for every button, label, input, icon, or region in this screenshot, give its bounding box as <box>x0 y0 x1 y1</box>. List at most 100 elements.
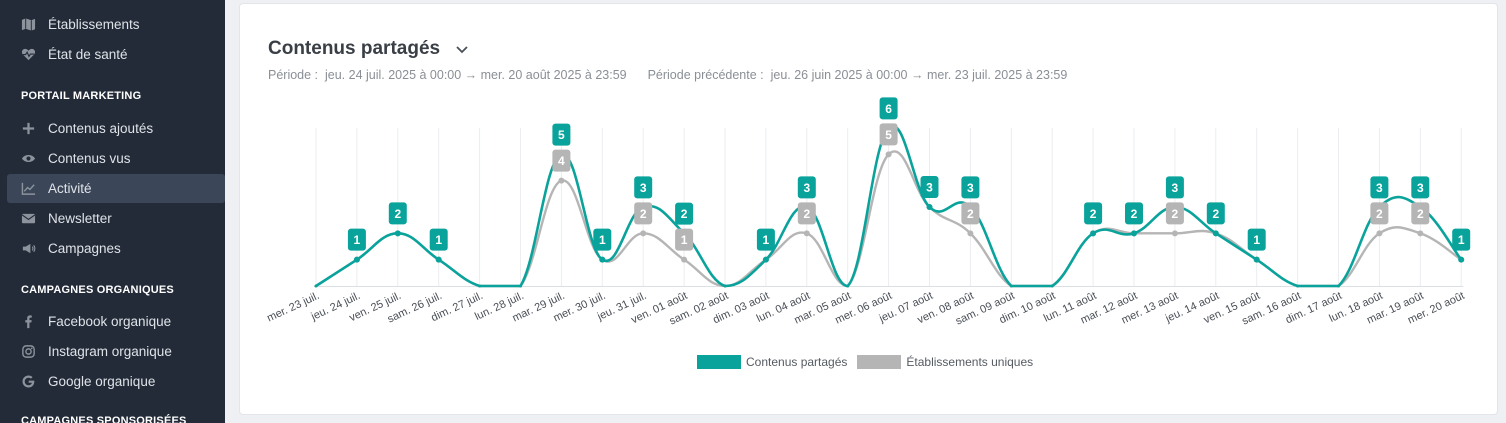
data-label-etablissements-uniques: 5 <box>885 128 892 142</box>
data-label-contenus-partages: 2 <box>1212 207 1219 221</box>
data-label-contenus-partages-box <box>1247 228 1266 251</box>
data-point <box>435 256 442 263</box>
chart-card: Contenus partagés Période : jeu. 24 juil… <box>239 3 1498 415</box>
sidebar-item-instagram-organique[interactable]: Instagram organique <box>7 337 225 366</box>
sidebar-item-etablissements[interactable]: Établissements <box>7 10 225 39</box>
data-point <box>1171 230 1178 237</box>
section-portail-marketing: PORTAIL MARKETING <box>21 90 142 102</box>
previous-period-label: Période précédente : <box>647 68 764 82</box>
data-label-contenus-partages-box <box>879 97 898 120</box>
plus-icon <box>20 121 36 137</box>
previous-period-value: jeu. 26 juin 2025 à 00:00 → mer. 23 juil… <box>770 68 1068 82</box>
data-point <box>926 204 933 210</box>
data-label-etablissements-uniques-box <box>675 228 694 251</box>
period-value: jeu. 24 juil. 2025 à 00:00 → mer. 20 aoû… <box>324 68 627 82</box>
facebook-icon <box>20 314 36 330</box>
data-point <box>599 256 606 263</box>
data-label-contenus-partages-box <box>1411 176 1430 199</box>
sidebar-item-label: Facebook organique <box>48 314 172 329</box>
map-icon <box>20 17 36 33</box>
data-label-contenus-partages: 1 <box>354 233 361 247</box>
data-point <box>1131 230 1137 237</box>
period-info: Période : jeu. 24 juil. 2025 à 00:00 → m… <box>268 68 1067 82</box>
legend-item-contenus-partages[interactable]: Contenus partagés <box>697 355 847 369</box>
data-point <box>558 177 565 184</box>
data-label-etablissements-uniques-box <box>552 149 571 172</box>
data-label-contenus-partages: 3 <box>926 181 933 195</box>
data-point <box>394 230 401 237</box>
legend-swatch <box>697 355 741 369</box>
sidebar-item-label: Instagram organique <box>48 344 172 359</box>
chart-legend: Contenus partagés Établissements uniques <box>697 355 1043 369</box>
data-point <box>1458 256 1465 263</box>
period-label: Période : <box>268 68 319 82</box>
main-content: Contenus partagés Période : jeu. 24 juil… <box>225 0 1506 423</box>
sidebar-item-label: Contenus ajoutés <box>48 121 154 136</box>
data-label-contenus-partages-box <box>347 228 366 251</box>
data-point <box>353 256 360 263</box>
sidebar-item-label: Campagnes <box>48 241 121 256</box>
data-label-etablissements-uniques: 2 <box>1417 207 1424 221</box>
sidebar-item-contenus-vus[interactable]: Contenus vus <box>7 144 225 173</box>
sidebar-item-label: État de santé <box>48 47 128 62</box>
card-header: Contenus partagés <box>268 38 470 60</box>
sidebar-item-contenus-ajoutes[interactable]: Contenus ajoutés <box>7 114 225 143</box>
data-point <box>967 230 974 237</box>
chevron-down-icon[interactable] <box>454 41 470 57</box>
data-label-etablissements-uniques-box <box>797 202 816 225</box>
data-label-contenus-partages-box <box>1165 176 1184 199</box>
data-label-contenus-partages: 1 <box>1458 233 1465 247</box>
data-label-contenus-partages: 3 <box>803 181 810 195</box>
data-label-contenus-partages-box <box>1206 202 1225 225</box>
sidebar-item-facebook-organique[interactable]: Facebook organique <box>7 307 225 336</box>
data-label-etablissements-uniques: 1 <box>681 233 688 247</box>
legend-label: Établissements uniques <box>906 355 1034 369</box>
data-point <box>1090 230 1097 237</box>
sidebar-item-etat-de-sante[interactable]: État de santé <box>7 40 225 69</box>
card-title: Contenus partagés <box>268 38 441 59</box>
data-label-contenus-partages-box <box>675 202 694 225</box>
data-label-contenus-partages: 1 <box>1253 233 1260 247</box>
data-label-contenus-partages-box <box>429 228 448 251</box>
data-point <box>640 230 647 237</box>
data-point <box>1009 284 1013 288</box>
data-label-etablissements-uniques-box <box>961 202 980 225</box>
data-point <box>519 284 522 288</box>
data-label-contenus-partages-box <box>634 176 653 199</box>
data-label-etablissements-uniques: 2 <box>640 207 647 221</box>
data-label-etablissements-uniques: 2 <box>1172 207 1179 221</box>
data-point <box>846 284 850 288</box>
data-label-contenus-partages-box <box>1084 202 1103 225</box>
data-point <box>762 256 769 263</box>
sidebar-item-campagnes[interactable]: Campagnes <box>7 234 225 263</box>
data-point <box>1212 230 1219 237</box>
data-point <box>1253 256 1260 263</box>
data-label-contenus-partages-box <box>552 123 571 146</box>
data-label-etablissements-uniques-box <box>879 123 898 146</box>
envelope-icon <box>20 211 36 227</box>
data-point <box>1050 284 1054 288</box>
data-label-contenus-partages-box <box>1370 176 1389 199</box>
data-point <box>803 230 810 237</box>
data-label-contenus-partages: 3 <box>1376 181 1383 195</box>
data-label-contenus-partages: 2 <box>1090 207 1097 221</box>
sidebar-item-newsletter[interactable]: Newsletter <box>7 204 225 233</box>
data-label-etablissements-uniques: 2 <box>967 207 974 221</box>
data-label-etablissements-uniques-box <box>1165 202 1184 225</box>
sidebar-item-google-organique[interactable]: Google organique <box>7 367 225 396</box>
legend-swatch <box>857 355 902 369</box>
data-label-contenus-partages-box <box>593 228 612 251</box>
megaphone-icon <box>20 241 36 257</box>
data-point <box>1376 230 1383 237</box>
data-label-contenus-partages-box <box>920 176 939 198</box>
section-campagnes-organiques: CAMPAGNES ORGANIQUES <box>21 284 174 296</box>
data-point <box>681 256 688 263</box>
data-label-contenus-partages-box <box>388 202 407 225</box>
data-label-contenus-partages: 2 <box>1131 207 1138 221</box>
data-label-contenus-partages: 1 <box>763 233 770 247</box>
data-point <box>1296 284 1300 288</box>
data-point <box>885 151 892 158</box>
sidebar-item-activite[interactable]: Activité <box>7 174 225 203</box>
legend-item-etablissements-uniques[interactable]: Établissements uniques <box>857 355 1033 369</box>
